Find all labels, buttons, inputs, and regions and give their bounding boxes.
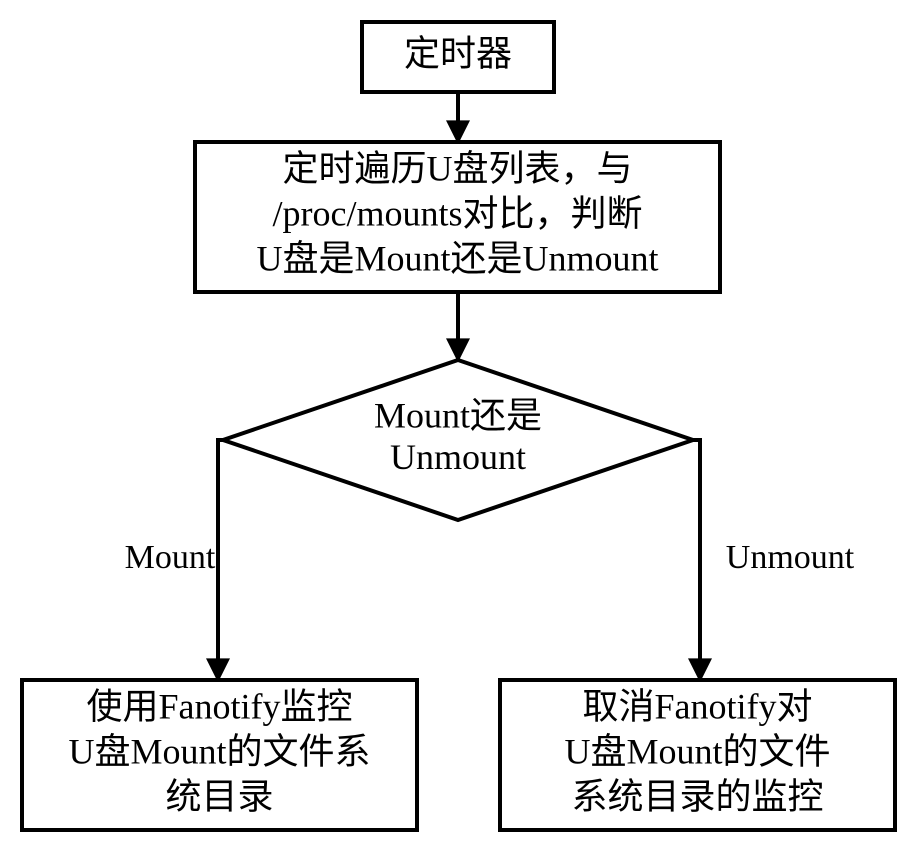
node-text-traverse-2: U盘是Mount还是Unmount <box>256 238 658 278</box>
node-traverse: 定时遍历U盘列表，与/proc/mounts对比，判断 U盘是Mount还是Unm… <box>195 142 720 292</box>
edge-label-e3: Mount <box>125 539 216 576</box>
node-text-mount-action-0: 使用Fanotify监控 <box>87 686 353 726</box>
node-text-decision-1: Unmount <box>390 437 526 477</box>
edge-e3 <box>218 440 224 680</box>
node-text-mount-action-1: U盘Mount的文件系 <box>68 731 370 771</box>
node-text-unmount-action-2: 系统目录的监控 <box>571 776 823 816</box>
node-text-unmount-action-1: U盘Mount的文件 <box>564 731 830 771</box>
flowchart-svg: Mount Unmount 定时器定时遍历U盘列表，与/proc/mounts对比，… <box>0 0 915 857</box>
node-unmount-action: 取消Fanotify对 U盘Mount的文件系统目录的监控 <box>500 680 895 830</box>
node-text-traverse-0: 定时遍历U盘列表，与 <box>283 148 633 188</box>
node-text-decision-0: Mount还是 <box>374 396 542 436</box>
node-text-traverse-1: /proc/mounts对比，判断 <box>273 193 643 233</box>
node-decision: Mount还是Unmount <box>223 360 693 520</box>
edge-label-e4: Unmount <box>726 539 855 576</box>
node-text-timer-0: 定时器 <box>404 33 512 73</box>
edge-e4 <box>693 440 700 680</box>
node-text-mount-action-2: 统目录 <box>165 776 273 816</box>
node-mount-action: 使用Fanotify监控 U盘Mount的文件系统目录 <box>22 680 417 830</box>
node-timer: 定时器 <box>362 22 554 92</box>
node-text-unmount-action-0: 取消Fanotify对 <box>583 686 813 726</box>
